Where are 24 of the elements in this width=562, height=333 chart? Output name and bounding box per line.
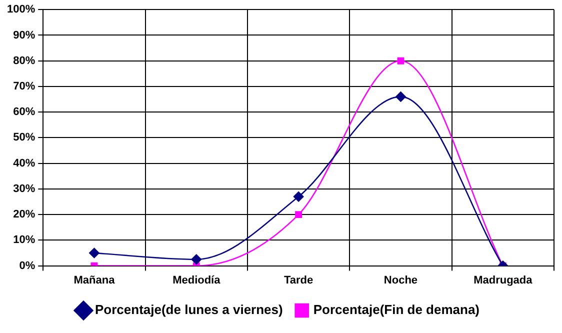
y-tick-label: 30% (13, 182, 36, 195)
y-tick-label: 60% (13, 106, 36, 118)
point (89, 248, 100, 258)
point (191, 254, 202, 265)
legend-label: Porcentaje(Fin de demana) (313, 302, 480, 318)
point (295, 211, 302, 218)
point (396, 92, 406, 102)
legend-label: Porcentaje(de lunes a viernes) (95, 302, 283, 318)
y-tick-label: 50% (13, 132, 36, 144)
x-tick-label: Tarde (284, 274, 314, 286)
y-tick-label: 70% (13, 80, 36, 92)
y-tick-label: 80% (13, 54, 36, 67)
x-tick-label: Noche (384, 274, 418, 286)
y-tick-label: 0% (19, 260, 36, 272)
x-tick-label: Mañana (74, 274, 116, 286)
point (397, 57, 404, 64)
x-tick-label: Madrugada (474, 274, 534, 286)
y-tick-label: 10% (13, 234, 36, 246)
y-tick-label: 90% (13, 29, 36, 42)
point (293, 191, 304, 202)
y-tick-label: 100% (6, 4, 36, 16)
y-tick-label: 20% (13, 208, 36, 221)
y-tick-label: 40% (13, 157, 36, 170)
x-tick-label: Mediodía (172, 274, 222, 286)
